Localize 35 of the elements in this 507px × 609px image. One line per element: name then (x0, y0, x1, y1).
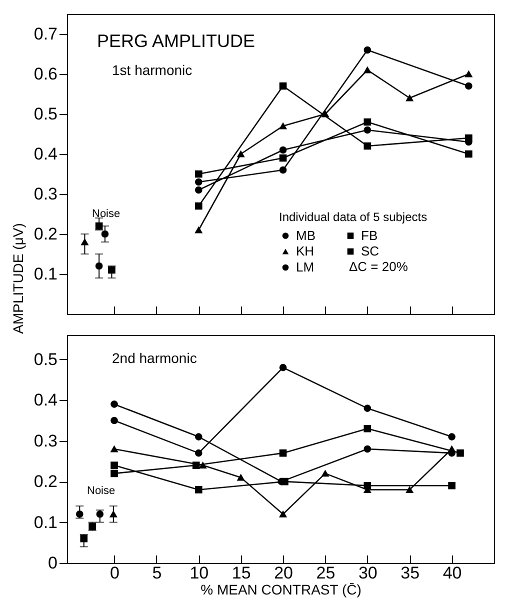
legend-label: FB (361, 228, 378, 243)
y-tick-label: 0.4 (34, 390, 58, 410)
y-tick-label: 0.1 (34, 264, 58, 284)
legend-label: SC (361, 244, 380, 258)
legend-label: LM (296, 260, 314, 274)
y-tick-label: 0.6 (34, 64, 58, 84)
text: 1st harmonic (112, 62, 192, 78)
x-tick-label: 15 (232, 564, 251, 582)
legend-title: Individual data of 5 subjects (279, 210, 428, 224)
x-tick-label: 30 (358, 564, 378, 582)
text: PERG AMPLITUDE (97, 31, 256, 51)
y-tick-label: 0.5 (34, 104, 58, 124)
y-tick-label: 0.1 (34, 512, 58, 532)
annotation: ΔC = 20% (349, 259, 408, 274)
y-tick-label: 0.3 (34, 184, 58, 204)
x-tick-label: 25 (316, 564, 336, 582)
y-axis-title: AMPLITUDE (μV) (10, 223, 26, 334)
x-tick-label: 5 (152, 564, 162, 582)
x-axis-title: % MEAN CONTRAST (C̄) (200, 582, 362, 598)
legend-label: MB (296, 228, 316, 243)
y-tick-label: 0.3 (34, 431, 58, 450)
legend-label: KH (296, 244, 314, 258)
x-tick-label: 40 (442, 564, 462, 582)
text: 2nd harmonic (112, 350, 197, 366)
x-tick-label: 20 (274, 564, 293, 582)
x-tick-label: 0 (110, 564, 120, 582)
x-tick-label: 35 (400, 564, 420, 582)
x-tick-label: 10 (190, 564, 209, 582)
y-tick-label: 0.4 (34, 144, 58, 164)
y-tick-label: 0.2 (34, 472, 58, 492)
y-tick-label: 0.7 (34, 24, 58, 44)
y-tick-label: 0.2 (34, 224, 58, 244)
annotation: Noise (92, 208, 120, 220)
y-tick-label: 0.5 (34, 350, 58, 369)
annotation: Noise (87, 485, 116, 497)
